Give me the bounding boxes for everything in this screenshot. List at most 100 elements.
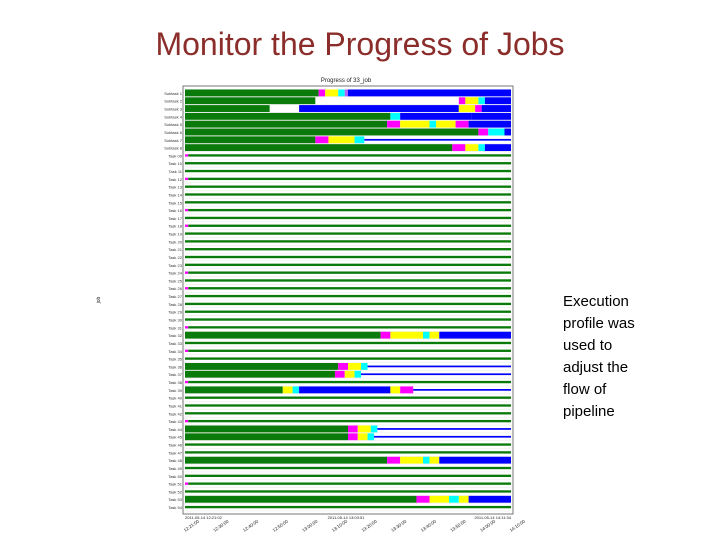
x-tick-labels: 12:21:00 12:30:00 12:40:00 12:50:00 13:00:00… (183, 518, 527, 532)
gantt-segment-transfer (484, 97, 511, 105)
gantt-segment-run (185, 310, 511, 313)
gantt-segment-compute (429, 331, 440, 339)
gantt-segment-run (188, 154, 511, 157)
gantt-segment-run (185, 232, 511, 235)
row-label: Task 12 (168, 177, 183, 182)
gantt-segment-transfer (468, 495, 511, 503)
row-label: Task 40 (168, 396, 183, 401)
row-label: Task 41 (168, 403, 183, 408)
row-label: Task 26 (168, 286, 183, 291)
row-label: Task 30 (168, 317, 183, 322)
gantt-segment-compute (465, 97, 479, 105)
row-label: Task 11 (169, 169, 183, 174)
gantt-segment-wait (361, 362, 368, 370)
row-label: Task 43 (168, 419, 183, 424)
row-label: Task 36 (168, 364, 183, 369)
x-tick-label: 12:30:00 (212, 518, 230, 532)
row-label: Task 50 (168, 474, 183, 479)
row-label: Task 15 (168, 200, 183, 205)
x-tick-label: 13:40:00 (420, 518, 438, 532)
gantt-segment-run (185, 412, 511, 415)
row-label: Subtask 1 (164, 91, 183, 96)
row-label: Subtask 6 (164, 130, 183, 135)
row-label: Task 13 (168, 185, 183, 190)
row-label: Task 09 (168, 153, 183, 158)
gantt-segment-stage_in (458, 97, 466, 105)
gantt-segment-stage_in (416, 495, 430, 503)
row-label: Task 20 (168, 239, 183, 244)
gantt-segment-transfer (484, 144, 511, 152)
gantt-segment-run (185, 255, 511, 259)
gantt-segment-run (185, 162, 511, 165)
gantt-segment-compute (465, 144, 479, 152)
gantt-segment-wait (367, 433, 375, 441)
gantt-segment-transfer (377, 428, 511, 430)
y-axis-label: job (96, 296, 102, 304)
gantt-segment-run (185, 474, 511, 478)
row-label: Task 14 (168, 192, 183, 197)
gantt-segment-wait (390, 112, 401, 120)
gantt-segment-run (188, 208, 511, 212)
gantt-segment-transfer (364, 138, 511, 141)
gantt-segment-run (185, 263, 511, 267)
row-label: Task 49 (168, 466, 183, 471)
gantt-rows: Subtask 1 Subtask 2 Subtask 3 Subtask 4 Subt… (164, 89, 511, 512)
gantt-segment-transfer (439, 456, 511, 464)
gantt-segment-transfer (413, 389, 511, 391)
row-label: Task 39 (168, 388, 183, 393)
gantt-segment-stage_in (387, 120, 401, 128)
gantt-segment-run (185, 144, 453, 152)
gantt-segment-run (188, 224, 511, 227)
row-label: Task 52 (168, 489, 183, 494)
row-label: Task 34 (168, 349, 183, 354)
gantt-segment-run (185, 302, 511, 306)
gantt-segment-run (185, 331, 381, 339)
row-label: Task 28 (168, 302, 183, 307)
row-label: Task 16 (168, 208, 183, 213)
x-tick-label: 12:21:00 (183, 518, 201, 532)
gantt-segment-run (185, 495, 417, 503)
gantt-segment-run (185, 248, 511, 251)
gantt-segment-compute (436, 120, 456, 128)
gantt-segment-transfer (439, 331, 511, 339)
gantt-segment-run (185, 451, 511, 454)
gantt-segment-stage_in (380, 331, 391, 339)
row-label: Task 19 (168, 232, 183, 237)
gantt-segment-wait (338, 89, 345, 97)
gantt-segment-run (185, 396, 511, 399)
gantt-segment-run (185, 136, 316, 144)
gantt-segment-transfer (299, 105, 459, 112)
row-label: Task 38 (168, 380, 183, 385)
gantt-segment-transfer (299, 386, 391, 394)
row-label: Task 53 (168, 497, 183, 502)
x-mid-label: 2011-05-14 13:03:51 (328, 515, 366, 520)
gantt-segment-stage_in (455, 120, 469, 128)
gantt-segment-run (188, 271, 511, 274)
x-tick-label: 14:00:00 (479, 518, 497, 532)
caption: Execution profile was used to adjust the flo… (563, 291, 713, 423)
gantt-segment-compute (390, 331, 423, 339)
row-label: Subtask 5 (164, 122, 183, 127)
gantt-segment-run (185, 89, 319, 97)
row-label: Task 47 (168, 450, 183, 455)
gantt-segment-stage_in (387, 456, 401, 464)
gantt-segment-stage_in (185, 271, 189, 274)
gantt-segment-stage_in (315, 136, 329, 144)
gantt-segment-compute (328, 136, 355, 144)
gantt-segment-run (185, 112, 391, 120)
gantt-segment-compute (348, 362, 362, 370)
x-start-label: 2011-05-14 12:21:02 (185, 515, 223, 520)
gantt-segment-run (188, 177, 511, 181)
row-label: Task 46 (168, 443, 183, 448)
row-label: Task 18 (168, 224, 183, 229)
gantt-segment-compute (344, 370, 355, 378)
gantt-segment-stage_in (478, 128, 489, 136)
gantt-segment-transfer (481, 105, 511, 112)
gantt-segment-stage_in (318, 89, 326, 97)
caption-line: pipeline (563, 403, 615, 420)
caption-line: flow of (563, 381, 607, 398)
row-label: Task 48 (168, 458, 183, 463)
gantt-segment-compute (357, 425, 371, 433)
x-end-label: 2011-05-14 14:11:34 (474, 515, 511, 520)
